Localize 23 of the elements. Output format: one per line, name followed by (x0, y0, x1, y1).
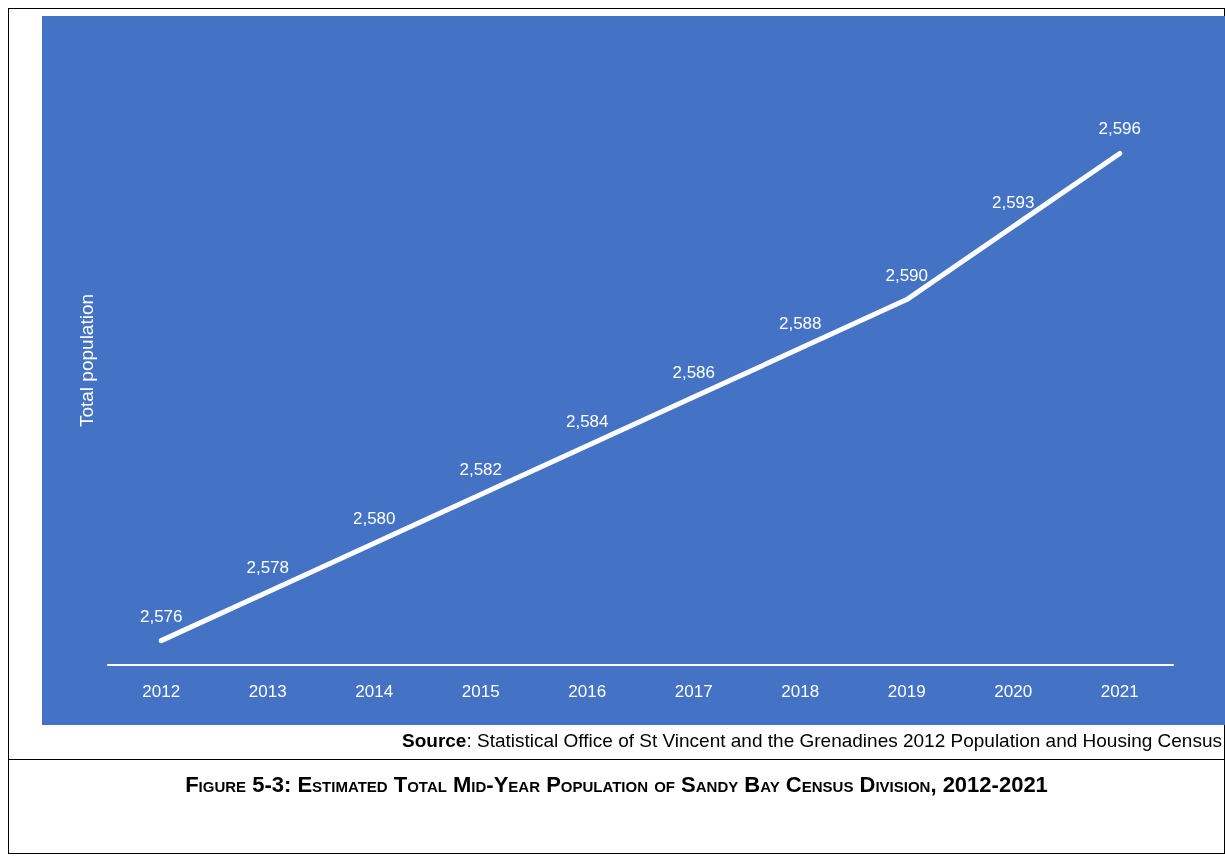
x-tick-label: 2020 (994, 682, 1033, 701)
x-tick-label: 2019 (887, 682, 926, 701)
data-label: 2,576 (139, 606, 183, 626)
data-label: 2,578 (246, 557, 290, 577)
x-tick-label: 2016 (568, 682, 607, 701)
x-tick-label: 2014 (355, 682, 394, 701)
data-label: 2,582 (459, 460, 503, 480)
data-label: 2,596 (1098, 119, 1142, 139)
x-tick-label: 2018 (781, 682, 820, 701)
x-tick-label: 2021 (1100, 682, 1139, 701)
x-tick-label: 2015 (461, 682, 500, 701)
text: Figure 5-3: Estimated Total Mid-Year Population of Sandy Bay Census Division, 2012-2021 (184, 771, 1049, 799)
source-note: Source: Statistical Office of St Vincent and the Grenadines 2012 Population and Housing Census (402, 730, 1222, 752)
x-tick-label: 2013 (248, 682, 287, 701)
x-tick-label: 2012 (142, 682, 181, 701)
data-label: 2,584 (565, 411, 609, 431)
y-axis-title: Total population (76, 293, 97, 428)
data-label: 2,593 (991, 192, 1035, 212)
data-label: 2,590 (885, 265, 929, 285)
data-label: 2,588 (778, 314, 822, 334)
data-label: 2,586 (672, 363, 716, 383)
data-label: 2,580 (352, 509, 396, 529)
x-tick-label: 2017 (674, 682, 713, 701)
